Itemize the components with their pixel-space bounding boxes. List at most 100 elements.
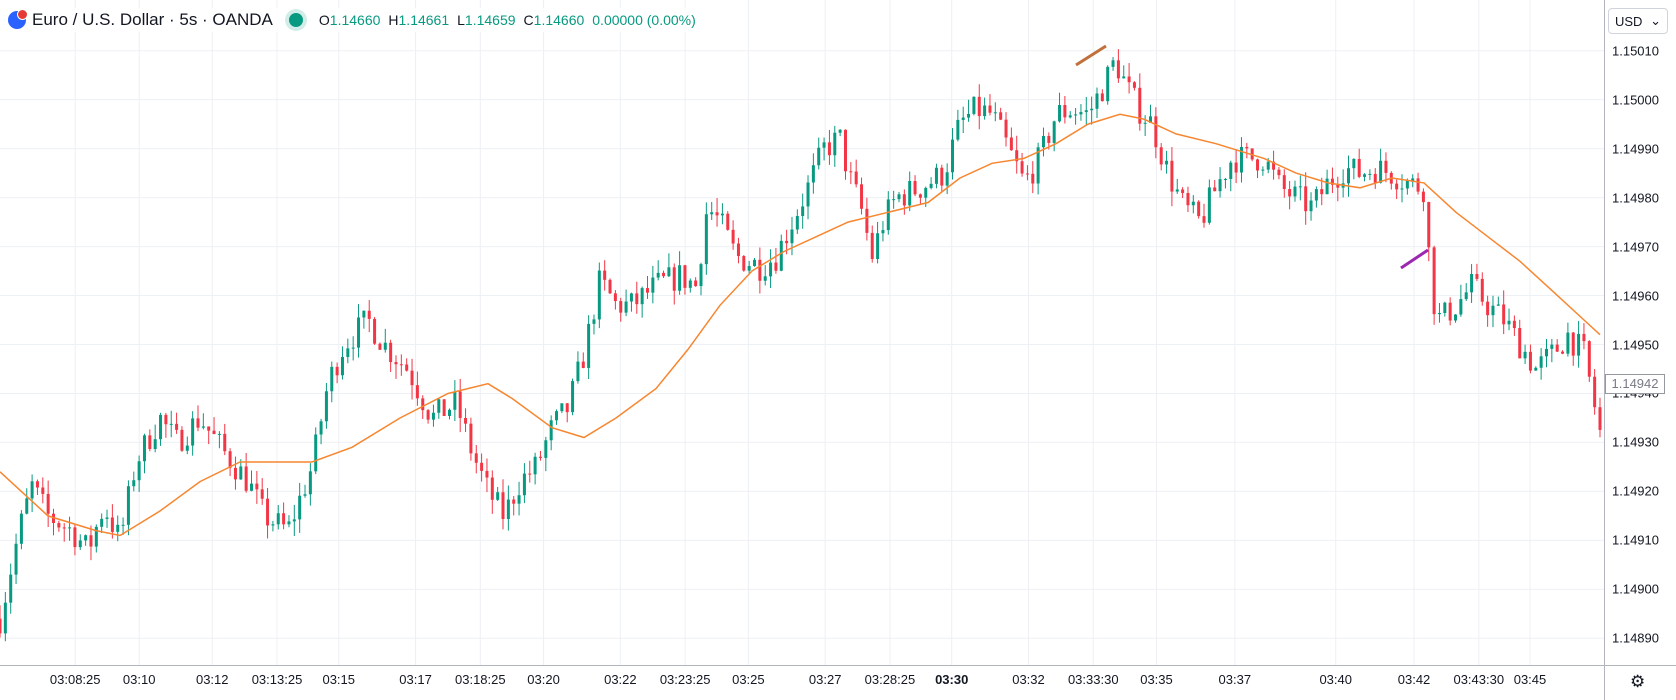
ohlc-values: O1.14660 H1.14661 L1.14659 C1.14660 0.00… — [319, 12, 696, 28]
candle-body — [1036, 147, 1040, 184]
candle-body — [533, 456, 537, 475]
candle-body — [1020, 161, 1024, 174]
candle-body — [1544, 348, 1548, 357]
candle-body — [1116, 60, 1120, 79]
time-tick-label: 03:08:25 — [49, 672, 101, 687]
gear-icon[interactable]: ⚙ — [1630, 672, 1646, 691]
candle-body — [747, 266, 751, 271]
candle-body — [1058, 105, 1062, 122]
candle-body — [62, 527, 66, 529]
candle-body — [683, 265, 687, 288]
candle-body — [1555, 344, 1559, 352]
candle-body — [506, 499, 510, 519]
candle-body — [1084, 110, 1088, 113]
candle-body — [1047, 135, 1051, 143]
candle-body — [490, 477, 494, 500]
candle-body — [1282, 175, 1286, 190]
candle-body — [303, 494, 307, 496]
candle-body — [105, 517, 109, 519]
price-tick-label: 1.14930 — [1612, 434, 1659, 450]
candle-body — [394, 362, 398, 365]
candle-body — [501, 492, 505, 519]
symbol-title[interactable]: Euro / U.S. Dollar · 5s · OANDA — [32, 10, 273, 29]
candle-body — [1534, 367, 1538, 371]
candle-body — [1298, 186, 1302, 188]
candle-body — [1587, 341, 1591, 377]
candle-body — [999, 112, 1003, 120]
candle-body — [1100, 93, 1104, 102]
candle-body — [688, 280, 692, 288]
candle-body — [865, 208, 869, 233]
candle-body — [1507, 320, 1511, 325]
candle-body — [362, 310, 366, 318]
candle-body — [581, 361, 585, 368]
candle-body — [1363, 174, 1367, 177]
candle-body — [854, 171, 858, 185]
candle-body — [68, 527, 72, 529]
candle-body — [266, 498, 270, 526]
candle-body — [185, 445, 189, 451]
candle-body — [1256, 159, 1260, 171]
candle-body — [640, 288, 644, 305]
candle-body — [608, 279, 612, 294]
candle-body — [587, 323, 591, 368]
time-tick-label: 03:37 — [1218, 672, 1252, 687]
time-tick-label: 03:25 — [732, 672, 765, 687]
candle-body — [351, 347, 355, 349]
candle-body — [1480, 278, 1484, 302]
candle-body — [1154, 116, 1158, 148]
candle-body — [480, 462, 484, 471]
close-value: 1.14660 — [533, 12, 585, 28]
candle-body — [14, 543, 18, 575]
candle-body — [223, 433, 227, 452]
candle-body — [645, 288, 649, 293]
candle-body — [1379, 160, 1383, 183]
candle-body — [458, 391, 462, 418]
candle-body — [132, 480, 136, 487]
candle-body — [1277, 169, 1281, 176]
candle-body — [1015, 150, 1019, 162]
candle-body — [1095, 93, 1099, 109]
candle-body — [1207, 187, 1211, 223]
candle-body — [571, 381, 575, 413]
candle-body — [0, 618, 2, 634]
price-tick-label: 1.15010 — [1612, 43, 1659, 59]
candle-body — [1213, 187, 1217, 192]
candle-body — [758, 259, 762, 281]
candle-body — [651, 277, 655, 293]
candle-body — [1336, 184, 1340, 188]
candle-body — [464, 417, 468, 424]
time-tick-label: 03:15 — [322, 672, 356, 687]
high-label: H — [388, 12, 399, 28]
candle-body — [1266, 161, 1270, 170]
candle-body — [774, 262, 778, 271]
candle-body — [1063, 105, 1067, 118]
chart-plot-area[interactable] — [0, 0, 1604, 665]
candle-body — [1357, 158, 1361, 177]
candle-body — [1068, 115, 1072, 118]
candle-body — [956, 119, 960, 140]
candle-body — [282, 513, 286, 525]
market-status-icon[interactable] — [288, 13, 303, 27]
candle-body — [795, 216, 799, 230]
candle-body — [972, 96, 976, 114]
candle-body — [522, 473, 526, 496]
candle-body — [233, 467, 237, 480]
candle-body — [180, 429, 184, 451]
candle-body — [544, 440, 548, 458]
candle-body — [453, 391, 457, 410]
time-axis[interactable] — [0, 665, 1604, 700]
currency-selector[interactable]: USD ⌄ — [1608, 8, 1668, 34]
candle-body — [1052, 121, 1056, 143]
candle-body — [191, 418, 195, 446]
time-tick-label: 03:27 — [808, 672, 842, 687]
candle-body — [1304, 186, 1308, 212]
candle-body — [35, 481, 39, 488]
candle-body — [153, 439, 157, 450]
candle-body — [742, 256, 746, 271]
price-axis[interactable] — [1604, 0, 1676, 665]
price-tick-label: 1.15000 — [1612, 92, 1659, 108]
candle-body — [961, 117, 965, 120]
candle-body — [908, 180, 912, 206]
candle-body — [89, 535, 93, 547]
